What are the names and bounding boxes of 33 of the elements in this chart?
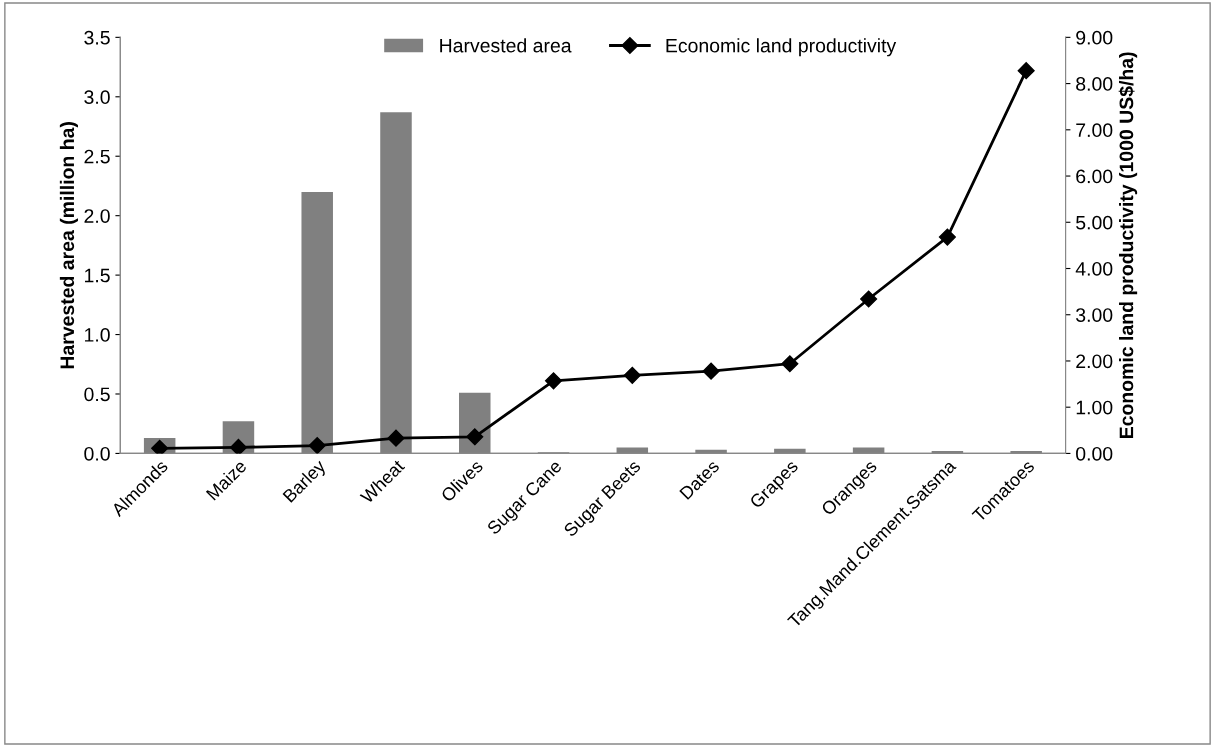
point (860, 290, 878, 308)
point (623, 366, 641, 384)
y-axis-title: Harvested area (million ha) (59, 122, 78, 369)
y2-tick-label: 8.00 (1076, 77, 1113, 91)
point (781, 355, 799, 373)
point (544, 372, 563, 390)
y2-tick-label: 4.00 (1075, 261, 1113, 276)
y-tick-label: 3.5 (84, 30, 110, 45)
y-tick-label: 0.0 (84, 446, 110, 461)
legend-label: Harvested area (440, 38, 572, 53)
y2-axis-title: Economic land productivity (1000 US$/ha) (1118, 52, 1138, 439)
point (151, 439, 169, 454)
y-tick-label: 2.5 (84, 149, 110, 164)
y2-tick-label: 9.00 (1076, 30, 1113, 45)
y-tick-label: 3.0 (84, 90, 110, 105)
point (702, 362, 720, 380)
point (387, 429, 405, 447)
y-tick-label: 2.0 (84, 209, 110, 223)
y2-tick-label: 2.00 (1076, 354, 1113, 369)
y2-tick-label: 7.00 (1076, 123, 1113, 138)
point (308, 437, 326, 454)
y2-tick-label: 1.00 (1076, 400, 1113, 415)
point (938, 228, 956, 246)
y-tick-label: 0.5 (84, 387, 110, 402)
y-tick-label: 1.5 (85, 268, 110, 283)
y2-tick-label: 5.00 (1076, 215, 1113, 230)
point (1017, 62, 1035, 80)
y-tick-label: 1.0 (85, 328, 110, 342)
legend-label: Economic land productivity (666, 38, 897, 57)
y2-tick-label: 6.00 (1076, 169, 1113, 184)
y2-tick-label: 3.00 (1076, 308, 1113, 322)
point (466, 428, 484, 446)
y2-tick-label: 0.00 (1076, 446, 1113, 461)
